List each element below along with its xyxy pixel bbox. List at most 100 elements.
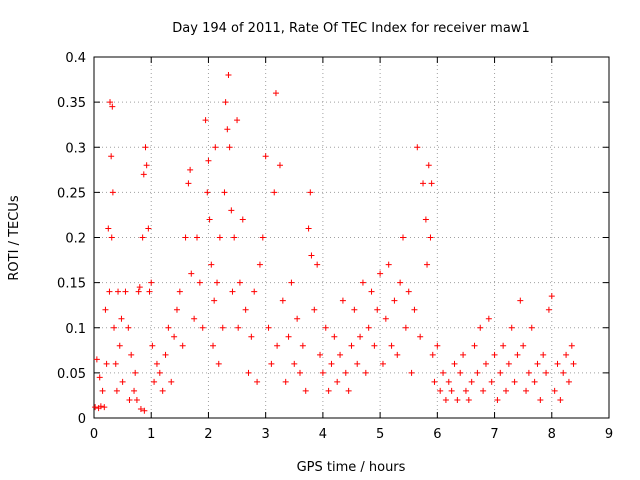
data-point bbox=[448, 387, 455, 394]
x-tick-label: 1 bbox=[147, 427, 155, 442]
data-point bbox=[262, 153, 269, 160]
data-point bbox=[425, 162, 432, 169]
data-point bbox=[168, 378, 175, 385]
data-point bbox=[248, 333, 255, 340]
data-point bbox=[208, 261, 215, 268]
data-point bbox=[365, 324, 372, 331]
data-point bbox=[488, 378, 495, 385]
data-point bbox=[328, 360, 335, 367]
data-point bbox=[511, 378, 518, 385]
data-point bbox=[239, 216, 246, 223]
data-point bbox=[339, 297, 346, 304]
data-point bbox=[445, 378, 452, 385]
y-tick-label: 0.2 bbox=[65, 232, 86, 247]
data-point bbox=[485, 315, 492, 322]
data-point bbox=[391, 297, 398, 304]
data-point bbox=[142, 144, 149, 151]
x-tick-label: 2 bbox=[204, 427, 212, 442]
data-point bbox=[570, 360, 577, 367]
data-point bbox=[440, 369, 447, 376]
data-point bbox=[414, 144, 421, 151]
y-tick-label: 0.1 bbox=[65, 322, 86, 337]
data-point bbox=[132, 369, 139, 376]
data-point bbox=[554, 360, 561, 367]
data-point bbox=[462, 387, 469, 394]
y-tick-label: 0.4 bbox=[65, 51, 86, 66]
data-point bbox=[480, 387, 487, 394]
data-point bbox=[148, 279, 155, 286]
data-point bbox=[128, 351, 135, 358]
data-point bbox=[319, 369, 326, 376]
data-point bbox=[194, 234, 200, 241]
data-point bbox=[302, 387, 309, 394]
data-point bbox=[106, 288, 113, 295]
data-point bbox=[405, 288, 412, 295]
data-point bbox=[221, 189, 228, 196]
data-point bbox=[151, 378, 158, 385]
data-point bbox=[140, 171, 147, 178]
data-point bbox=[228, 207, 235, 214]
data-point bbox=[146, 288, 153, 295]
data-point bbox=[212, 144, 219, 151]
data-point bbox=[196, 279, 203, 286]
data-point bbox=[119, 378, 126, 385]
data-point bbox=[236, 279, 243, 286]
data-point bbox=[477, 324, 484, 331]
data-point bbox=[400, 234, 406, 241]
data-point bbox=[305, 225, 312, 232]
data-point bbox=[460, 351, 467, 358]
data-point bbox=[531, 378, 538, 385]
data-point bbox=[136, 284, 143, 291]
data-point bbox=[482, 360, 489, 367]
data-point bbox=[162, 351, 169, 358]
data-point bbox=[108, 234, 115, 241]
data-point bbox=[294, 315, 301, 322]
data-point bbox=[156, 369, 163, 376]
data-point bbox=[254, 378, 261, 385]
data-point bbox=[102, 306, 109, 313]
data-point bbox=[271, 189, 278, 196]
data-point bbox=[141, 407, 148, 414]
data-point bbox=[537, 396, 544, 403]
data-point bbox=[133, 396, 140, 403]
data-point bbox=[122, 288, 129, 295]
data-point bbox=[115, 288, 122, 295]
data-point bbox=[331, 333, 338, 340]
data-point bbox=[525, 369, 532, 376]
x-tick-label: 7 bbox=[490, 427, 498, 442]
data-point bbox=[534, 360, 541, 367]
data-point bbox=[216, 234, 223, 241]
data-point bbox=[153, 360, 160, 367]
y-tick-label: 0 bbox=[78, 412, 86, 427]
data-point bbox=[226, 144, 233, 151]
plot-frame bbox=[93, 56, 610, 419]
data-point bbox=[206, 216, 213, 223]
x-tick-label: 8 bbox=[548, 427, 556, 442]
data-point bbox=[185, 180, 192, 187]
data-point bbox=[107, 99, 114, 106]
data-point bbox=[307, 189, 314, 196]
data-point bbox=[345, 387, 352, 394]
data-point bbox=[417, 333, 424, 340]
data-point bbox=[411, 306, 418, 313]
data-point bbox=[276, 162, 283, 169]
data-point bbox=[202, 117, 209, 124]
data-point bbox=[279, 297, 286, 304]
data-point bbox=[297, 369, 303, 376]
data-point bbox=[434, 342, 441, 349]
data-point bbox=[235, 324, 242, 331]
data-point bbox=[205, 157, 212, 164]
data-point bbox=[299, 342, 306, 349]
data-point bbox=[118, 315, 125, 322]
data-point bbox=[225, 72, 232, 79]
data-point bbox=[229, 288, 236, 295]
data-point bbox=[497, 369, 504, 376]
data-point bbox=[514, 351, 521, 358]
y-tick-label: 0.25 bbox=[57, 186, 86, 201]
data-point bbox=[565, 378, 572, 385]
data-point bbox=[191, 315, 198, 322]
data-point bbox=[97, 403, 104, 410]
data-point bbox=[214, 279, 221, 286]
x-tick-label: 4 bbox=[319, 427, 327, 442]
